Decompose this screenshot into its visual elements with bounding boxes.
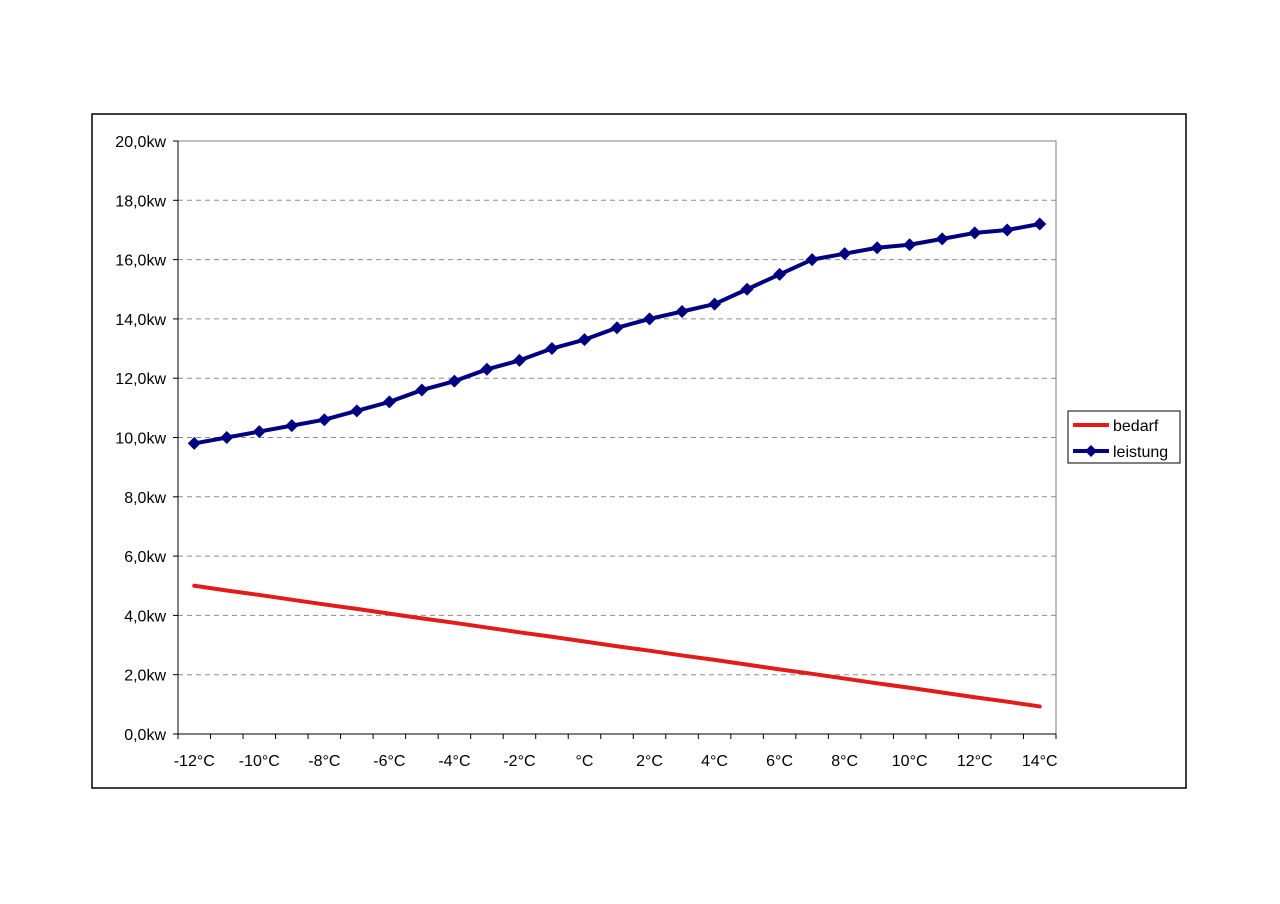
x-tick-label: 4°C [701,753,728,770]
data-point-leistung [512,353,526,367]
data-point-leistung [643,312,657,326]
data-point-leistung [740,282,754,296]
x-tick-label: -6°C [373,753,405,770]
x-tick-label: -12°C [174,753,215,770]
y-tick-label: 2,0kw [124,668,166,685]
y-tick-label: 8,0kw [124,490,166,507]
data-point-leistung [805,253,819,267]
data-point-leistung [317,413,331,427]
data-point-leistung [447,374,461,388]
data-point-leistung [935,232,949,246]
y-tick-label: 0,0kw [124,727,166,744]
data-point-leistung [1000,223,1014,237]
x-tick-label: -2°C [503,753,535,770]
series-line-bedarf [192,583,1042,709]
data-point-leistung [968,226,982,240]
data-point-leistung [610,321,624,335]
x-tick-label: 2°C [636,753,663,770]
data-point-leistung [708,297,722,311]
data-point-leistung [675,304,689,318]
data-point-leistung [870,241,884,255]
y-tick-label: 20,0kw [115,134,166,151]
data-point-leistung [903,238,917,252]
x-tick-label: 8°C [831,753,858,770]
x-tick-label: °C [576,753,594,770]
legend-label-bedarf: bedarf [1113,418,1159,435]
data-point-leistung [773,267,787,281]
x-tick-label: -4°C [438,753,470,770]
data-point-leistung [415,383,429,397]
x-tick-label: -10°C [239,753,280,770]
data-point-leistung [187,436,201,450]
grid-lines [178,199,1056,676]
y-tick-label: 12,0kw [115,371,166,388]
data-point-leistung [577,333,591,347]
y-tick-label: 16,0kw [115,253,166,270]
series [187,217,1047,709]
y-tick-label: 4,0kw [124,608,166,625]
y-tick-label: 14,0kw [115,312,166,329]
x-tick-label: -8°C [308,753,340,770]
data-point-leistung [252,425,266,439]
x-tick-label: 6°C [766,753,793,770]
data-point-leistung [220,431,234,444]
legend-label-leistung: leistung [1113,444,1168,461]
data-point-leistung [545,342,559,356]
data-point-leistung [480,362,494,376]
axes: 0,0kw 2,0kw 4,0kw 6,0kw 8,0kw 10,0kw 12,0kw 14,… [115,134,1057,770]
data-point-leistung [350,404,364,418]
legend-box [1067,410,1181,464]
x-tick-label: 12°C [957,753,993,770]
x-tick-label: 10°C [892,753,928,770]
legend: bedarf leistung [1067,410,1181,464]
y-tick-label: 18,0kw [115,193,166,210]
y-tick-label: 6,0kw [124,549,166,566]
data-point-leistung [382,395,396,409]
legend-marker-leistung [1085,445,1097,457]
x-tick-label: 14°C [1022,753,1058,770]
chart-border [91,113,1187,789]
y-tick-label: 10,0kw [115,431,166,448]
data-point-leistung [1033,217,1047,231]
data-point-leistung [838,247,852,261]
data-point-leistung [285,419,299,433]
